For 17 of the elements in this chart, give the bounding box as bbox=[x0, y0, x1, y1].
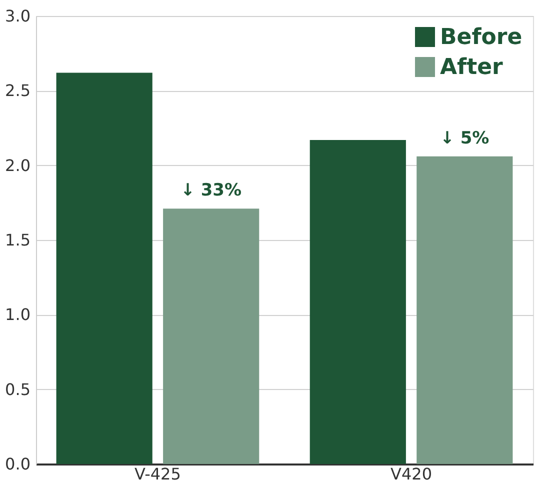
annotation: ↓ 5% bbox=[440, 128, 490, 148]
annotation: ↓ 33% bbox=[180, 180, 242, 201]
legend-label: Before bbox=[440, 25, 522, 50]
legend-label: After bbox=[440, 55, 504, 80]
x-tick-label: V-425 bbox=[134, 464, 181, 484]
bar bbox=[163, 208, 260, 464]
bar bbox=[416, 156, 513, 464]
bar bbox=[56, 72, 152, 464]
y-tick-label: 0.0 bbox=[5, 454, 30, 474]
x-tick-label: V420 bbox=[390, 464, 432, 484]
y-tick-label: 2.0 bbox=[5, 156, 30, 175]
y-tick-label: 1.5 bbox=[5, 230, 30, 250]
bar bbox=[310, 140, 406, 464]
y-tick-label: 2.5 bbox=[5, 81, 30, 100]
y-tick-label: 3.0 bbox=[5, 6, 30, 26]
y-tick-label: 1.0 bbox=[5, 305, 30, 324]
y-tick-label: 0.5 bbox=[5, 380, 30, 399]
